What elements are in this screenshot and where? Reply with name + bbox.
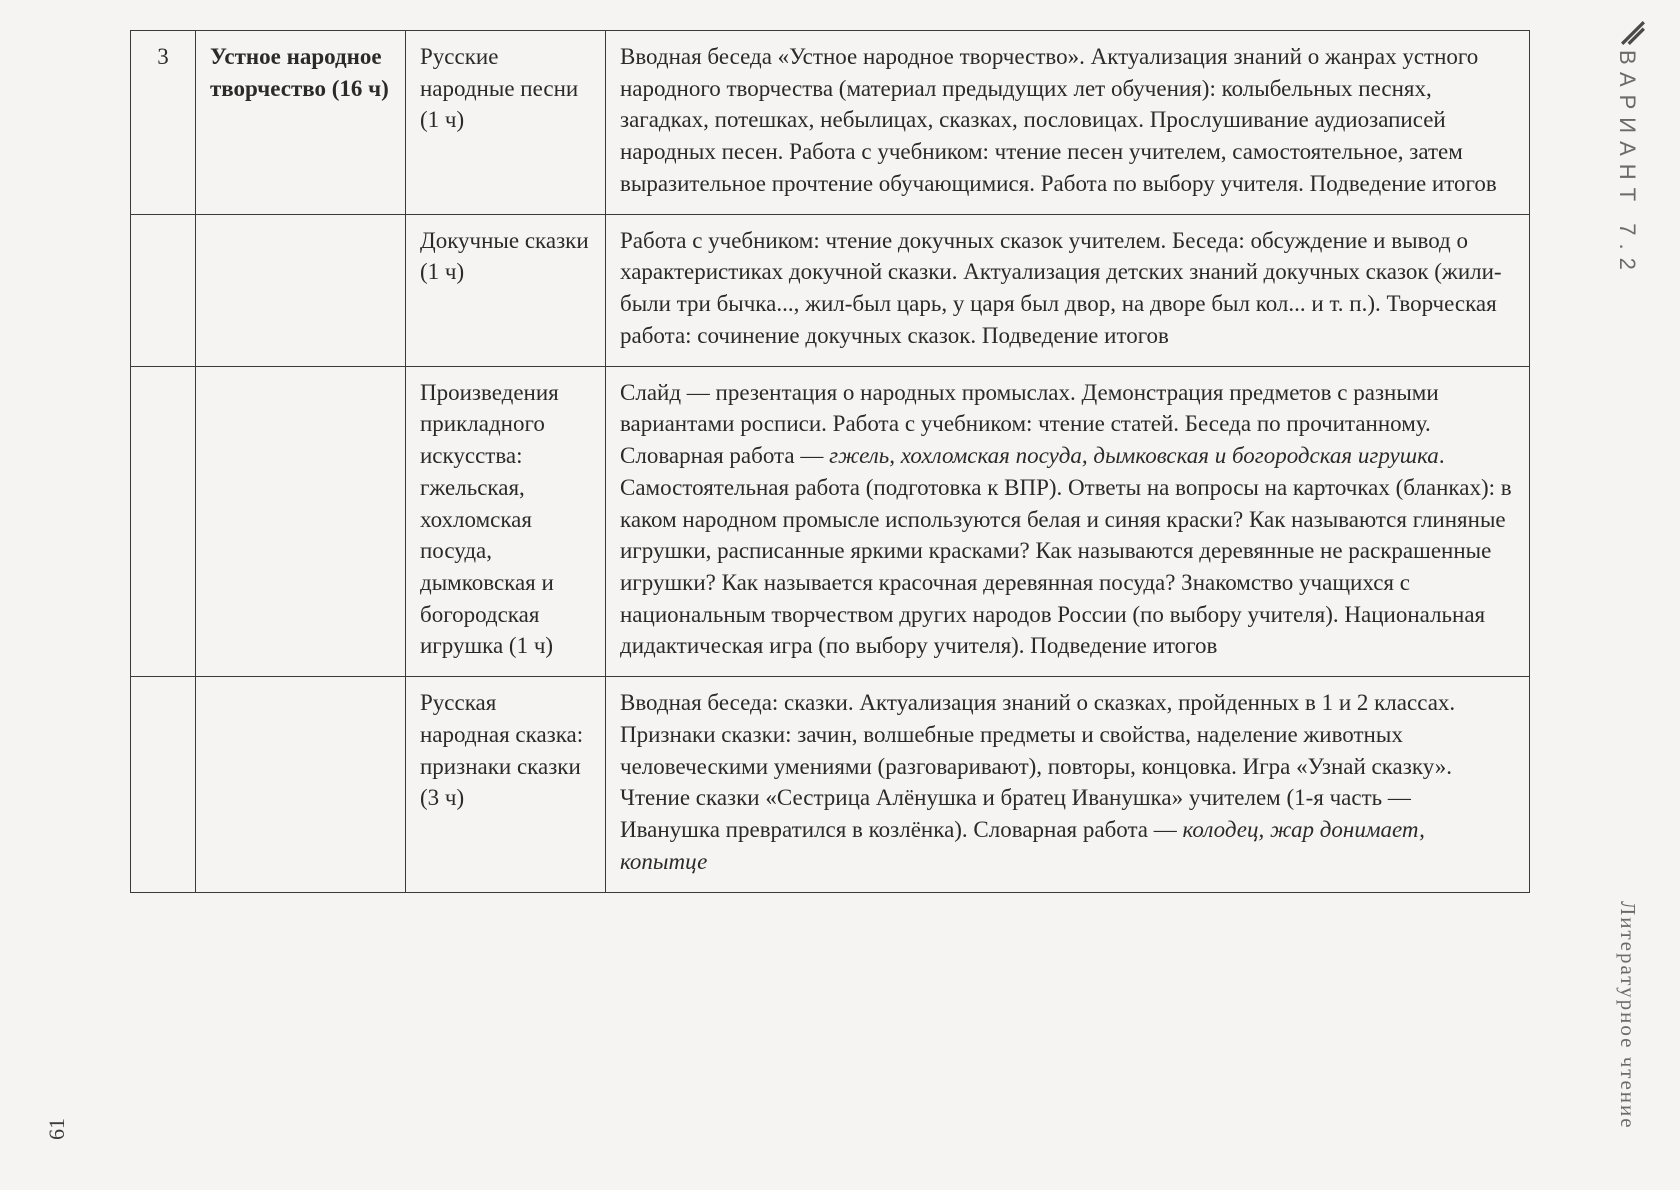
cell-section: Устное народное творчество (16 ч) <box>196 31 406 215</box>
cell-section <box>196 677 406 892</box>
table-row: Русская народная сказка: признаки сказки… <box>131 677 1530 892</box>
cell-content: Слайд — презентация о народных промыслах… <box>606 366 1530 677</box>
cell-num: 3 <box>131 31 196 215</box>
cell-topic: Русские народные песни (1 ч) <box>406 31 606 215</box>
page-content: 3 Устное народное творчество (16 ч) Русс… <box>130 30 1530 893</box>
content-post: . Самостоятельная работа (подготовка к В… <box>620 443 1512 658</box>
cell-section <box>196 214 406 366</box>
content-italic: гжель, хохломская посуда, дымковская и б… <box>829 443 1439 468</box>
table-row: 3 Устное народное творчество (16 ч) Русс… <box>131 31 1530 215</box>
section-title: Устное народное творчество (16 ч) <box>210 44 389 101</box>
table-row: Произведения прикладного искусства: гжел… <box>131 366 1530 677</box>
curriculum-table: 3 Устное народное творчество (16 ч) Русс… <box>130 30 1530 893</box>
cell-content: Работа с учебником: чтение докучных сказ… <box>606 214 1530 366</box>
corner-decoration <box>1620 20 1646 46</box>
cell-num <box>131 214 196 366</box>
side-label-top: ВАРИАНТ 7.2 <box>1614 50 1640 278</box>
cell-topic: Русская народная сказка: признаки сказки… <box>406 677 606 892</box>
cell-num <box>131 677 196 892</box>
cell-content: Вводная беседа: сказки. Актуализация зна… <box>606 677 1530 892</box>
cell-topic: Докучные сказки (1 ч) <box>406 214 606 366</box>
side-label-bottom: Литературное чтение <box>1615 901 1640 1130</box>
cell-topic: Произведения прикладного искусства: гжел… <box>406 366 606 677</box>
page-number: 61 <box>44 1118 70 1140</box>
cell-num <box>131 366 196 677</box>
cell-content: Вводная беседа «Устное народное творчест… <box>606 31 1530 215</box>
table-row: Докучные сказки (1 ч) Работа с учебником… <box>131 214 1530 366</box>
cell-section <box>196 366 406 677</box>
